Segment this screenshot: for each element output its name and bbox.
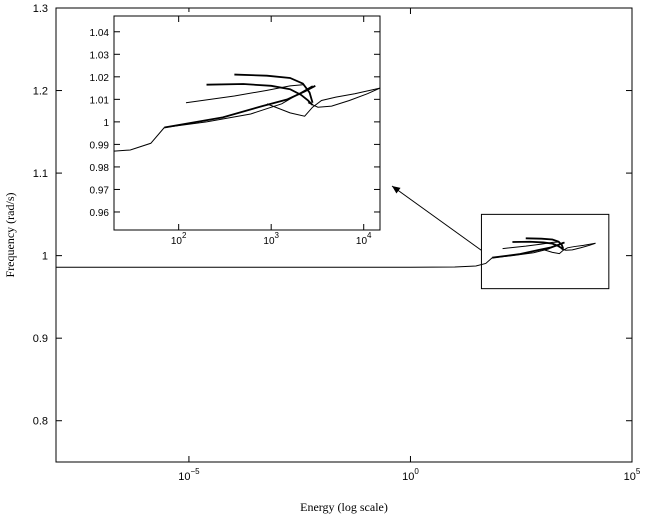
inset-y-tick-label: 0.98 <box>90 163 110 174</box>
inset-y-axis: 0.96 0.97 0.98 0.99 1 1.01 1.02 1.03 1.04 <box>90 28 380 219</box>
zoom-arrow <box>391 185 482 251</box>
x-axis-label: Energy (log scale) <box>300 500 388 514</box>
series-line-7 <box>541 242 596 255</box>
main-y-tick-label: 1.1 <box>33 168 48 180</box>
main-y-tick-label: 1.2 <box>33 86 48 98</box>
main-y-tick-label: 0.9 <box>33 333 48 345</box>
series-line-1 <box>56 257 493 268</box>
series-line-1 <box>114 127 165 152</box>
series-line-7 <box>266 87 380 117</box>
main-y-tick-label: 1 <box>42 251 48 263</box>
inset-y-tick-label: 1.03 <box>90 50 110 61</box>
main-y-tick-label: 0.8 <box>33 416 48 428</box>
inset-y-tick-label: 0.99 <box>90 140 110 151</box>
series-line-4 <box>512 240 564 251</box>
y-axis-label: Frequency (rad/s) <box>3 193 17 278</box>
inset-x-axis: 102 103 104 <box>171 16 372 247</box>
series-line-4 <box>206 83 314 106</box>
main-y-axis: 0.8 0.9 1 1.1 1.2 1.3 <box>33 3 632 428</box>
main-x-tick-label: 100 <box>402 467 419 483</box>
series-line-8 <box>307 87 380 108</box>
inset-y-tick-label: 1 <box>103 118 109 129</box>
inset-y-tick-label: 1.02 <box>90 73 110 84</box>
zoom-region-box <box>480 213 610 290</box>
inset-x-tick-label: 102 <box>171 231 187 247</box>
main-plot-frame <box>55 7 633 463</box>
series-line-5 <box>502 241 559 250</box>
inset-background <box>64 12 386 254</box>
main-x-tick-label: 10−5 <box>178 467 200 483</box>
series-line-3 <box>164 85 313 129</box>
inset-x-tick-label: 103 <box>263 231 279 247</box>
series-line-2 <box>164 85 316 129</box>
inset-y-tick-label: 1.01 <box>90 95 110 106</box>
main-y-tick-label: 1.3 <box>33 3 48 15</box>
inset-x-tick-label: 104 <box>356 231 372 247</box>
series-line-5 <box>185 84 303 104</box>
inset-y-tick-label: 1.04 <box>90 28 110 39</box>
series-line-6 <box>525 237 565 249</box>
main-x-tick-label: 105 <box>624 467 641 483</box>
main-x-axis: 10−5 100 105 <box>178 8 641 483</box>
series-line-8 <box>560 242 596 251</box>
main-plot-area <box>56 237 596 268</box>
inset-y-tick-label: 0.96 <box>90 208 110 219</box>
series-line-6 <box>234 73 314 103</box>
inset-plot-area <box>114 73 380 152</box>
inset-plot-frame <box>113 15 381 231</box>
inset-y-tick-label: 0.97 <box>90 185 110 196</box>
zoom-arrow-head <box>392 186 401 194</box>
